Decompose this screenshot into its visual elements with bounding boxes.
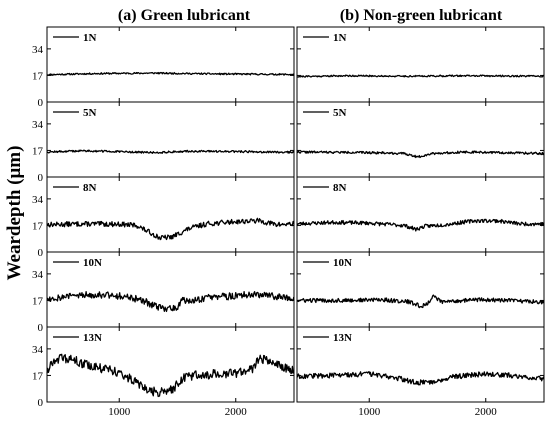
trace-nongreen-5n bbox=[296, 150, 545, 159]
x-tick-label: 2000 bbox=[475, 406, 498, 418]
y-tick-label: 34 bbox=[32, 344, 44, 356]
legend-label-green-13n: 13N bbox=[83, 332, 102, 344]
panel-green-1n: 1N 0 17 34 bbox=[32, 26, 295, 109]
panel-green-10n: 10N 0 17 34 bbox=[32, 251, 295, 334]
legend-label-nongreen-1n: 1N bbox=[333, 32, 347, 44]
panel-nongreen-1n: 1N bbox=[296, 26, 545, 103]
y-tick-label: 0 bbox=[38, 172, 44, 184]
panel-grid: 1N 0 17 34 5N 0 17 34 8N 0 17 34 10N 0 17 34 13N 0 17 34 100… bbox=[32, 26, 545, 418]
panel-green-5n: 5N 0 17 34 bbox=[32, 101, 295, 184]
legend-label-nongreen-8n: 8N bbox=[333, 182, 347, 194]
panel-frame bbox=[296, 326, 545, 403]
legend-label-green-10n: 10N bbox=[83, 257, 102, 269]
y-axis-label: Weardepth (μm) bbox=[4, 146, 25, 281]
legend-label-green-5n: 5N bbox=[83, 107, 97, 119]
trace-nongreen-1n bbox=[296, 74, 545, 78]
legend-label-green-1n: 1N bbox=[83, 32, 97, 44]
trace-green-1n bbox=[46, 71, 295, 76]
trace-nongreen-10n bbox=[296, 294, 545, 309]
trace-green-13n bbox=[46, 353, 295, 398]
y-tick-label: 17 bbox=[32, 220, 44, 232]
panel-frame bbox=[46, 326, 295, 403]
panel-nongreen-5n: 5N bbox=[296, 101, 545, 178]
panel-nongreen-13n: 13N 1000 2000 bbox=[296, 326, 545, 418]
column-title-nongreen: (b) Non-green lubricant bbox=[340, 7, 503, 24]
y-tick-label: 17 bbox=[32, 370, 44, 382]
legend-label-nongreen-10n: 10N bbox=[333, 257, 352, 269]
column-title-green: (a) Green lubricant bbox=[118, 7, 251, 24]
y-tick-label: 17 bbox=[32, 70, 44, 82]
x-tick-label: 1000 bbox=[108, 406, 131, 418]
panel-nongreen-8n: 8N bbox=[296, 176, 545, 253]
y-tick-label: 34 bbox=[32, 119, 44, 131]
y-tick-label: 0 bbox=[38, 322, 44, 334]
y-tick-label: 0 bbox=[38, 247, 44, 259]
legend-label-nongreen-13n: 13N bbox=[333, 332, 352, 344]
x-tick-label: 1000 bbox=[358, 406, 381, 418]
legend-label-nongreen-5n: 5N bbox=[333, 107, 347, 119]
panel-green-13n: 13N 0 17 34 1000 2000 bbox=[32, 326, 295, 418]
y-tick-label: 17 bbox=[32, 295, 44, 307]
y-tick-label: 0 bbox=[38, 397, 44, 409]
y-tick-label: 34 bbox=[32, 44, 44, 56]
panel-nongreen-10n: 10N bbox=[296, 251, 545, 328]
trace-green-10n bbox=[46, 291, 295, 313]
trace-green-5n bbox=[46, 149, 295, 154]
x-tick-label: 2000 bbox=[225, 406, 248, 418]
y-tick-label: 34 bbox=[32, 269, 44, 281]
trace-nongreen-8n bbox=[296, 218, 545, 232]
panel-green-8n: 8N 0 17 34 bbox=[32, 176, 295, 259]
legend-label-green-8n: 8N bbox=[83, 182, 97, 194]
y-tick-label: 17 bbox=[32, 145, 44, 157]
trace-nongreen-13n bbox=[296, 370, 545, 386]
y-tick-label: 0 bbox=[38, 97, 44, 109]
trace-green-8n bbox=[46, 217, 295, 241]
y-tick-label: 34 bbox=[32, 194, 44, 206]
